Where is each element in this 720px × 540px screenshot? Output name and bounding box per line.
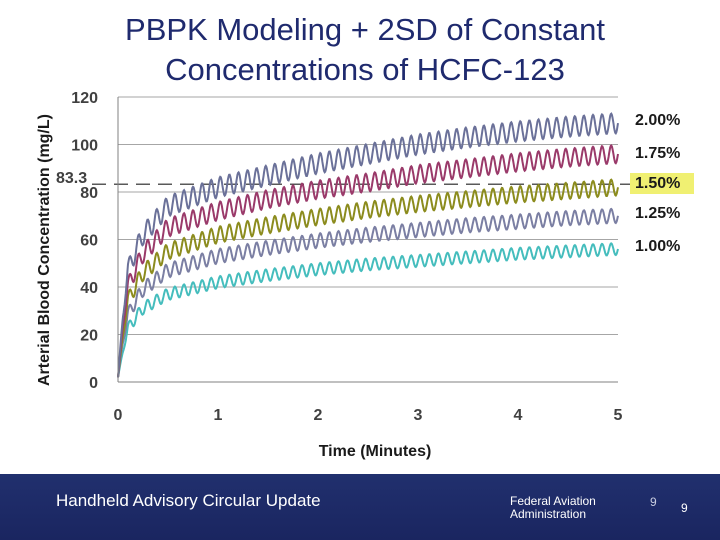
y-tick-label: 120	[71, 90, 98, 107]
series-line-1-25pct	[117, 207, 619, 378]
series-layer	[117, 112, 619, 378]
footer-agency-name: Federal Aviation Administration	[510, 495, 620, 521]
x-tick-label: 3	[414, 407, 423, 424]
x-tick-label: 1	[214, 407, 223, 424]
footer-agency-line-1: Federal Aviation	[510, 494, 596, 508]
x-tick-label: 4	[514, 407, 523, 424]
reference-line-layer: 83.3	[56, 170, 650, 187]
legend-highlight	[630, 173, 694, 194]
slide-title-line-2: Concentrations of HCFC-123	[165, 52, 565, 87]
series-line-2-00pct	[117, 112, 619, 378]
y-tick-label: 100	[71, 138, 98, 155]
y-tick-label: 60	[80, 233, 98, 250]
x-tick-label: 0	[114, 407, 123, 424]
legend-label: 2.00%	[635, 112, 680, 129]
axis-layer: 0 20 40 60 80 100 120 0 1 2 3 4 5	[71, 90, 622, 424]
footer-page-number-small: 9	[650, 495, 657, 509]
x-tick-label: 2	[314, 407, 323, 424]
series-line-1-75pct	[117, 144, 619, 378]
x-axis-label: Time (Minutes)	[319, 443, 432, 460]
slide-title: PBPK Modeling + 2SD of Constant Concentr…	[70, 10, 660, 90]
reference-line-label: 83.3	[56, 170, 87, 187]
footer-presentation-title: Handheld Advisory Circular Update	[56, 491, 321, 510]
legend-label: 1.25%	[635, 205, 680, 222]
pbpk-concentration-chart: 83.3 0 20 40 60 80 100 120 0 1 2 3 4 5 2.00% 1.75% 1.5…	[36, 90, 694, 460]
y-tick-label: 40	[80, 280, 98, 297]
y-tick-label: 20	[80, 328, 98, 345]
legend-label: 1.75%	[635, 145, 680, 162]
y-tick-label: 0	[89, 375, 98, 392]
y-tick-label: 80	[80, 185, 98, 202]
y-axis-label: Arterial Blood Concentration (mg/L)	[36, 114, 53, 386]
series-line-1-00pct	[117, 242, 619, 378]
series-line-1-50pct	[117, 178, 619, 378]
x-tick-label: 5	[614, 407, 623, 424]
slide-title-line-1: PBPK Modeling + 2SD of Constant	[125, 12, 605, 47]
footer-page-number: 9	[681, 501, 688, 515]
footer-bar: Handheld Advisory Circular Update Federa…	[0, 474, 720, 540]
legend-layer: 2.00% 1.75% 1.50% 1.25% 1.00%	[630, 112, 694, 255]
legend-label: 1.00%	[635, 238, 680, 255]
legend-label: 1.50%	[635, 175, 680, 192]
footer-agency-line-2: Administration	[510, 507, 587, 521]
